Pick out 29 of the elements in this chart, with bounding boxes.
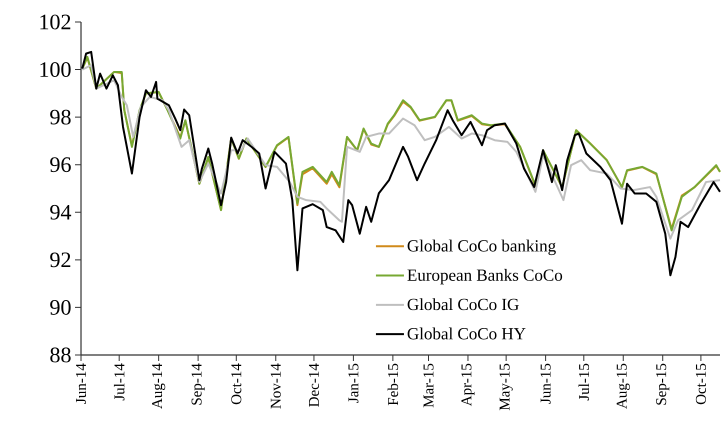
x-tick-label: Jun-14 (76, 363, 86, 404)
x-tick-label: May-15 (500, 364, 513, 410)
y-tick-label: 102 (40, 14, 70, 30)
y-tick-label: 96 (50, 157, 71, 172)
x-tick-label: Oct-15 (696, 364, 706, 404)
y-tick-label: 92 (50, 252, 70, 268)
legend-label: Global CoCo IG (408, 298, 519, 310)
x-tick-label: Aug-14 (152, 363, 166, 409)
x-tick-label: Jun-15 (540, 364, 551, 404)
y-tick-label: 90 (50, 300, 71, 315)
legend-label: Global CoCo banking (408, 240, 556, 256)
x-tick-label: Jan-15 (348, 364, 358, 403)
x-tick-label: Oct-14 (231, 363, 242, 404)
y-tick-label: 94 (50, 204, 72, 220)
y-tick-label: 88 (50, 348, 71, 362)
x-tick-label: Jul-14 (114, 363, 124, 400)
x-tick-label: Apr-15 (461, 364, 475, 406)
legend-label: European Banks CoCo (407, 268, 562, 284)
x-tick-label: Nov-14 (270, 363, 281, 409)
x-tick-label: Aug-15 (616, 364, 630, 409)
y-tick-label: 100 (40, 62, 71, 77)
x-tick-label: Dec-14 (308, 363, 319, 407)
legend-label: Global CoCo HY (408, 328, 526, 340)
x-tick-label: Sep-15 (656, 364, 670, 405)
x-tick-label: Sep-14 (192, 363, 205, 405)
x-tick-label: Feb-15 (388, 364, 398, 406)
y-tick-label: 98 (50, 110, 71, 125)
x-tick-label: Mar-15 (423, 364, 434, 408)
x-tick-label: Jul-15 (578, 364, 590, 400)
